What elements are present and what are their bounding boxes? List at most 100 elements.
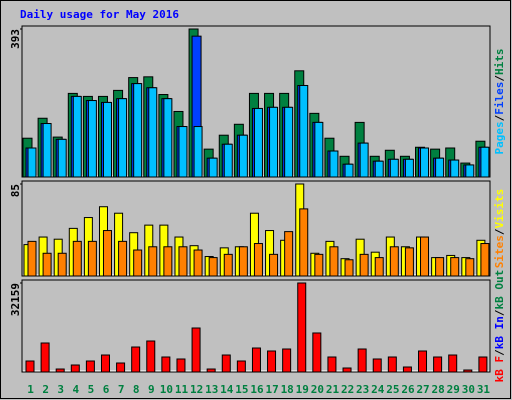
bar [450, 159, 460, 178]
bar [148, 87, 158, 178]
x-tick-label: 12 [190, 383, 203, 396]
legend-entry: kB F [493, 356, 506, 383]
x-tick-label: 18 [281, 383, 294, 396]
bar [420, 236, 430, 277]
bar [404, 158, 414, 178]
x-tick-label: 23 [356, 383, 369, 396]
bar [269, 253, 279, 277]
bar [420, 147, 430, 178]
y-tick-label: 32159 [9, 283, 22, 316]
bar [42, 252, 52, 277]
bar [327, 356, 337, 373]
bar [480, 146, 490, 178]
bar [282, 348, 292, 373]
legend: kB F/kB In/kB Out [493, 270, 506, 383]
x-tick-label: 17 [265, 383, 278, 396]
bar [284, 106, 294, 178]
legend: Sites/Visits [493, 189, 506, 269]
bar [297, 282, 307, 373]
x-tick-label: 7 [118, 383, 125, 396]
bar [480, 243, 490, 277]
bar [251, 347, 261, 373]
x-tick-label: 13 [205, 383, 218, 396]
bar [206, 368, 216, 373]
bar [314, 253, 324, 277]
bar [221, 354, 231, 373]
bar [433, 356, 443, 373]
legend-entry: Pages [493, 121, 506, 154]
bar [478, 356, 488, 373]
bar [223, 253, 233, 277]
x-tick-label: 24 [371, 383, 385, 396]
bar [102, 230, 112, 277]
bar [193, 126, 203, 178]
bar [161, 356, 171, 373]
bar [329, 150, 339, 178]
bar [72, 240, 82, 277]
x-tick-label: 15 [235, 383, 248, 396]
bar [118, 98, 128, 178]
bar [299, 208, 309, 277]
legend: Pages/Files/Hits [493, 49, 506, 155]
bar [178, 126, 188, 178]
bar [208, 257, 218, 277]
bar [253, 107, 263, 178]
x-tick-label: 6 [103, 383, 110, 396]
legend-separator: / [493, 114, 506, 121]
bar [314, 121, 324, 178]
bar [359, 253, 369, 277]
legend-separator: / [493, 349, 506, 356]
bar [193, 249, 203, 277]
x-tick-label: 9 [148, 383, 155, 396]
bar [267, 350, 277, 373]
bar [27, 240, 37, 277]
bar [148, 246, 158, 277]
x-tick-label: 16 [250, 383, 264, 396]
bar [118, 240, 128, 277]
legend-entry: Files [493, 82, 506, 115]
bar [72, 95, 82, 178]
y-tick-label: 393 [9, 29, 22, 49]
bar [465, 258, 475, 277]
y-tick-label: 85 [9, 184, 22, 197]
x-tick-label: 11 [175, 383, 189, 396]
bar [299, 84, 309, 178]
bar [87, 100, 97, 178]
bar [238, 246, 248, 277]
bar [387, 356, 397, 373]
x-tick-label: 19 [296, 383, 309, 396]
bar [389, 246, 399, 277]
bar [253, 243, 263, 277]
bar [435, 157, 445, 178]
x-tick-label: 28 [432, 383, 445, 396]
legend-entry: kB Out [493, 270, 506, 310]
legend-entry: Sites [493, 235, 506, 268]
bar [176, 358, 186, 373]
bar [284, 231, 294, 277]
bar [312, 332, 322, 373]
bar [100, 354, 110, 373]
x-tick-label: 31 [477, 383, 491, 396]
legend-entry: kB In [493, 316, 506, 349]
bar [374, 257, 384, 277]
bar [25, 360, 35, 373]
bar [448, 354, 458, 373]
bar [357, 348, 367, 373]
bar [133, 249, 143, 277]
bar [223, 143, 233, 178]
legend-separator: / [493, 228, 506, 235]
bar [85, 360, 95, 373]
x-tick-label: 27 [416, 383, 429, 396]
x-tick-label: 20 [311, 383, 324, 396]
bar [57, 138, 67, 178]
bar [342, 367, 352, 373]
x-tick-label: 1 [27, 383, 34, 396]
bar [102, 101, 112, 178]
bar [402, 366, 412, 373]
bar [418, 350, 428, 373]
bar [465, 164, 475, 178]
x-tick-label: 25 [386, 383, 399, 396]
x-tick-label: 2 [42, 383, 49, 396]
